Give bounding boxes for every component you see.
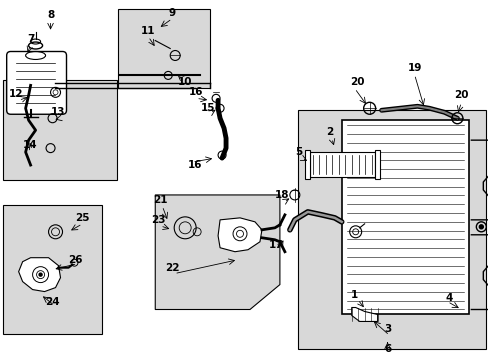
Bar [118,9,210,88]
Text: 2: 2 [325,127,333,137]
Text: 21: 21 [153,195,167,205]
Text: 4: 4 [445,293,452,302]
Bar [309,152,374,177]
Text: 25: 25 [75,213,89,223]
Bar [374,150,379,179]
Polygon shape [351,307,377,321]
Text: 16: 16 [187,160,202,170]
Text: 16: 16 [188,87,203,97]
Text: 23: 23 [151,215,165,225]
Bar [315,158,325,174]
Polygon shape [19,258,61,292]
Text: 12: 12 [8,89,23,99]
Text: 18: 18 [274,190,288,200]
Text: 9: 9 [168,8,175,18]
Polygon shape [155,195,279,310]
Text: 17: 17 [268,240,283,250]
Bar [297,110,486,349]
Bar [341,120,468,315]
Text: 22: 22 [164,263,179,273]
Text: 20: 20 [350,77,364,87]
Text: 1: 1 [350,289,358,300]
Text: 8: 8 [47,10,54,20]
Text: 19: 19 [407,63,421,73]
Bar [304,150,309,179]
Text: 7: 7 [27,33,34,44]
Ellipse shape [39,273,42,276]
Text: 26: 26 [68,255,82,265]
Polygon shape [218,218,262,252]
Text: 14: 14 [23,140,38,150]
Text: 13: 13 [51,107,66,117]
Bar [2,80,117,180]
Text: 10: 10 [178,77,192,87]
FancyBboxPatch shape [7,51,66,114]
Text: 24: 24 [45,297,60,306]
Ellipse shape [478,225,482,229]
Text: 11: 11 [141,26,155,36]
Text: 5: 5 [295,147,302,157]
Text: 3: 3 [383,324,390,334]
Text: 6: 6 [383,345,390,354]
Text: 15: 15 [201,103,215,113]
Bar [2,205,102,334]
Text: 20: 20 [453,90,468,100]
